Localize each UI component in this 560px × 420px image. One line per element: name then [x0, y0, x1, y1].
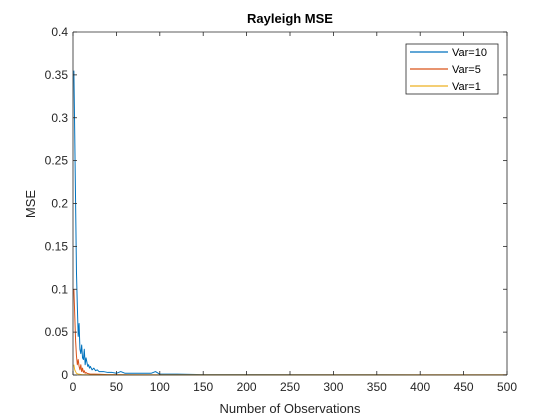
y-tick-label: 0.35	[45, 68, 69, 82]
x-tick-label: 400	[410, 380, 430, 394]
chart-title: Rayleigh MSE	[247, 11, 333, 26]
x-tick-label: 150	[193, 380, 213, 394]
y-ticks: 0 0.05 0.1 0.15 0.2 0.25 0.3 0.35 0.4	[45, 25, 507, 382]
y-tick-label: 0.05	[45, 325, 69, 339]
y-tick-label: 0.1	[51, 282, 68, 296]
y-tick-label: 0.2	[51, 197, 68, 211]
x-tick-label: 450	[454, 380, 474, 394]
legend: Var=10 Var=5 Var=1	[405, 43, 499, 95]
x-tick-label: 0	[70, 380, 77, 394]
y-axis-label: MSE	[23, 190, 38, 219]
y-tick-label: 0.3	[51, 111, 68, 125]
x-tick-label: 350	[367, 380, 387, 394]
x-tick-label: 200	[237, 380, 257, 394]
x-axis-label: Number of Observations	[220, 401, 361, 416]
x-tick-label: 300	[323, 380, 343, 394]
y-tick-label: 0.4	[51, 25, 68, 39]
legend-label-var1: Var=1	[452, 81, 481, 93]
legend-label-var5: Var=5	[452, 64, 481, 76]
x-tick-label: 500	[497, 380, 517, 394]
x-ticks: 0 50 100 150 200 250 300 350 400 450 500	[70, 32, 517, 394]
x-tick-label: 250	[280, 380, 300, 394]
y-tick-label: 0	[61, 368, 68, 382]
legend-label-var10: Var=10	[452, 47, 487, 59]
x-tick-label: 100	[150, 380, 170, 394]
y-tick-label: 0.25	[45, 154, 69, 168]
y-tick-label: 0.15	[45, 239, 69, 253]
x-tick-label: 50	[110, 380, 124, 394]
